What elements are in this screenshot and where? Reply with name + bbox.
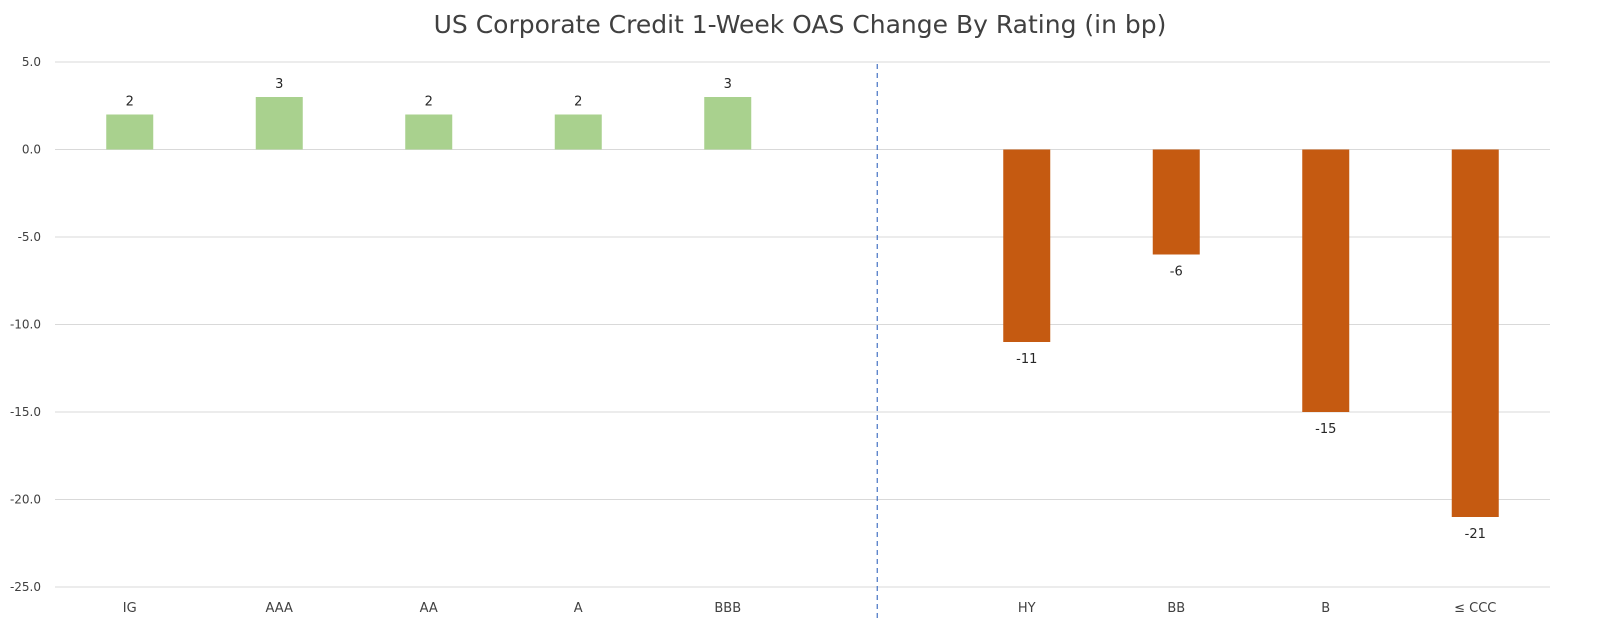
y-tick-label: -15.0 (10, 405, 41, 419)
bar (704, 97, 752, 150)
y-tick-label: -25.0 (10, 580, 41, 594)
y-tick-label: -5.0 (18, 230, 41, 244)
y-tick-label: -10.0 (10, 318, 41, 332)
data-label: 2 (574, 95, 582, 110)
x-tick-label: A (574, 601, 583, 616)
bar (1451, 149, 1499, 517)
x-tick-label: AA (420, 601, 438, 616)
x-tick-label: HY (1018, 601, 1036, 616)
chart-title: US Corporate Credit 1-Week OAS Change By… (433, 10, 1167, 39)
x-tick-label: BB (1167, 601, 1185, 616)
data-label: -11 (1016, 352, 1037, 367)
x-tick-label: AAA (266, 601, 294, 616)
bar (1302, 149, 1350, 412)
x-tick-label: BBB (714, 601, 741, 616)
bar (405, 114, 453, 150)
x-tick-label: ≤ CCC (1454, 601, 1496, 616)
bar (1152, 149, 1200, 255)
y-tick-label: 0.0 (22, 143, 41, 157)
bar (255, 97, 303, 150)
bar (106, 114, 154, 150)
data-label: 2 (126, 95, 134, 110)
data-label: -15 (1315, 422, 1336, 437)
x-tick-label: IG (123, 601, 137, 616)
data-label: 3 (275, 77, 283, 92)
data-label: -6 (1170, 265, 1183, 280)
data-label: 3 (724, 77, 732, 92)
data-label: -21 (1465, 527, 1486, 542)
y-tick-label: 5.0 (22, 55, 41, 69)
data-label: 2 (425, 95, 433, 110)
y-tick-label: -20.0 (10, 493, 41, 507)
bar (1003, 149, 1051, 342)
bar (554, 114, 602, 150)
x-tick-label: B (1321, 601, 1330, 616)
